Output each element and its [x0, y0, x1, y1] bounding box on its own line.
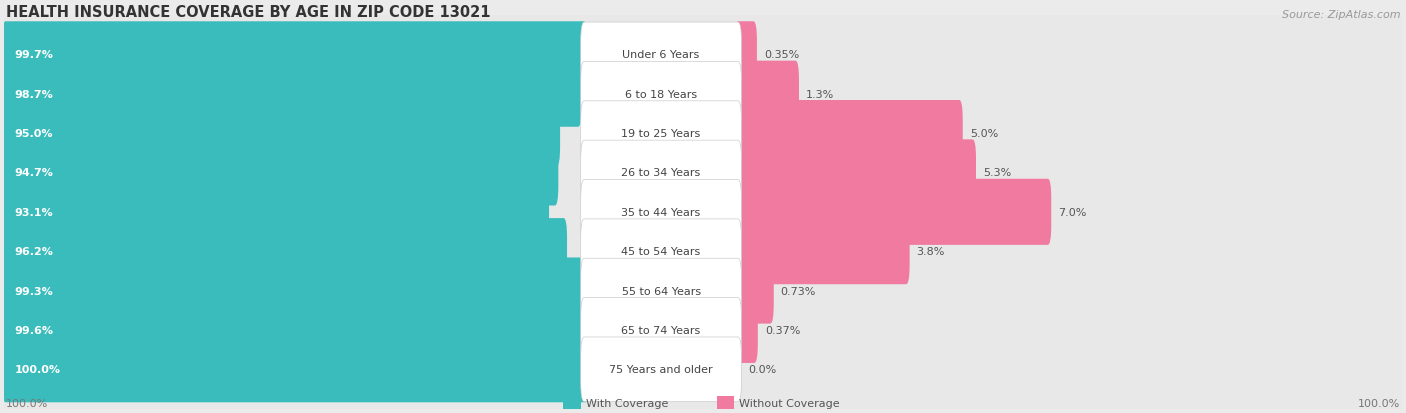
FancyBboxPatch shape — [1, 336, 589, 402]
FancyBboxPatch shape — [0, 127, 1406, 219]
Text: 26 to 34 Years: 26 to 34 Years — [621, 168, 700, 178]
FancyBboxPatch shape — [0, 323, 1406, 413]
FancyBboxPatch shape — [0, 284, 1406, 376]
Text: Source: ZipAtlas.com: Source: ZipAtlas.com — [1282, 10, 1400, 20]
Text: 3.8%: 3.8% — [917, 247, 945, 256]
FancyBboxPatch shape — [734, 22, 756, 88]
Text: 65 to 74 Years: 65 to 74 Years — [621, 325, 700, 335]
FancyBboxPatch shape — [581, 102, 741, 166]
Text: 55 to 64 Years: 55 to 64 Years — [621, 286, 700, 296]
Bar — [717, 396, 734, 410]
Text: Without Coverage: Without Coverage — [740, 398, 839, 408]
FancyBboxPatch shape — [1, 62, 582, 128]
FancyBboxPatch shape — [0, 48, 1406, 141]
FancyBboxPatch shape — [1, 218, 567, 285]
Text: 99.6%: 99.6% — [14, 325, 53, 335]
FancyBboxPatch shape — [0, 244, 1406, 337]
Text: 94.7%: 94.7% — [14, 168, 53, 178]
Text: Under 6 Years: Under 6 Years — [623, 50, 700, 60]
Text: 0.37%: 0.37% — [765, 325, 800, 335]
FancyBboxPatch shape — [0, 166, 1406, 259]
FancyBboxPatch shape — [581, 23, 741, 88]
Text: 99.7%: 99.7% — [14, 50, 53, 60]
FancyBboxPatch shape — [734, 218, 910, 285]
FancyBboxPatch shape — [581, 298, 741, 362]
FancyBboxPatch shape — [1, 101, 560, 167]
Text: 35 to 44 Years: 35 to 44 Years — [621, 207, 700, 217]
Text: 5.0%: 5.0% — [970, 129, 998, 139]
Text: 75 Years and older: 75 Years and older — [609, 364, 713, 374]
FancyBboxPatch shape — [734, 140, 976, 206]
FancyBboxPatch shape — [581, 62, 741, 127]
Text: 99.3%: 99.3% — [14, 286, 53, 296]
FancyBboxPatch shape — [0, 205, 1406, 298]
FancyBboxPatch shape — [734, 179, 1052, 245]
Text: HEALTH INSURANCE COVERAGE BY AGE IN ZIP CODE 13021: HEALTH INSURANCE COVERAGE BY AGE IN ZIP … — [6, 5, 491, 20]
FancyBboxPatch shape — [1, 179, 550, 245]
Text: 6 to 18 Years: 6 to 18 Years — [626, 90, 697, 100]
Text: 5.3%: 5.3% — [983, 168, 1011, 178]
FancyBboxPatch shape — [581, 219, 741, 284]
Text: 96.2%: 96.2% — [14, 247, 53, 256]
FancyBboxPatch shape — [1, 140, 558, 206]
Text: 45 to 54 Years: 45 to 54 Years — [621, 247, 700, 256]
Text: 0.73%: 0.73% — [780, 286, 815, 296]
Text: 0.0%: 0.0% — [748, 364, 776, 374]
Bar — [564, 396, 581, 410]
FancyBboxPatch shape — [1, 22, 588, 88]
Text: 100.0%: 100.0% — [6, 398, 48, 408]
Text: 98.7%: 98.7% — [14, 90, 53, 100]
Text: 95.0%: 95.0% — [14, 129, 53, 139]
FancyBboxPatch shape — [1, 297, 586, 363]
Text: 1.3%: 1.3% — [806, 90, 834, 100]
FancyBboxPatch shape — [734, 62, 799, 128]
FancyBboxPatch shape — [581, 141, 741, 205]
Text: 19 to 25 Years: 19 to 25 Years — [621, 129, 700, 139]
Text: 7.0%: 7.0% — [1059, 207, 1087, 217]
Text: 0.35%: 0.35% — [763, 50, 799, 60]
FancyBboxPatch shape — [734, 258, 773, 324]
FancyBboxPatch shape — [581, 337, 741, 401]
Text: 100.0%: 100.0% — [14, 364, 60, 374]
FancyBboxPatch shape — [581, 259, 741, 323]
FancyBboxPatch shape — [0, 88, 1406, 180]
FancyBboxPatch shape — [734, 297, 758, 363]
FancyBboxPatch shape — [734, 101, 963, 167]
FancyBboxPatch shape — [581, 180, 741, 244]
Text: With Coverage: With Coverage — [585, 398, 668, 408]
FancyBboxPatch shape — [1, 258, 585, 324]
FancyBboxPatch shape — [0, 9, 1406, 102]
Text: 100.0%: 100.0% — [1358, 398, 1400, 408]
Text: 93.1%: 93.1% — [14, 207, 53, 217]
